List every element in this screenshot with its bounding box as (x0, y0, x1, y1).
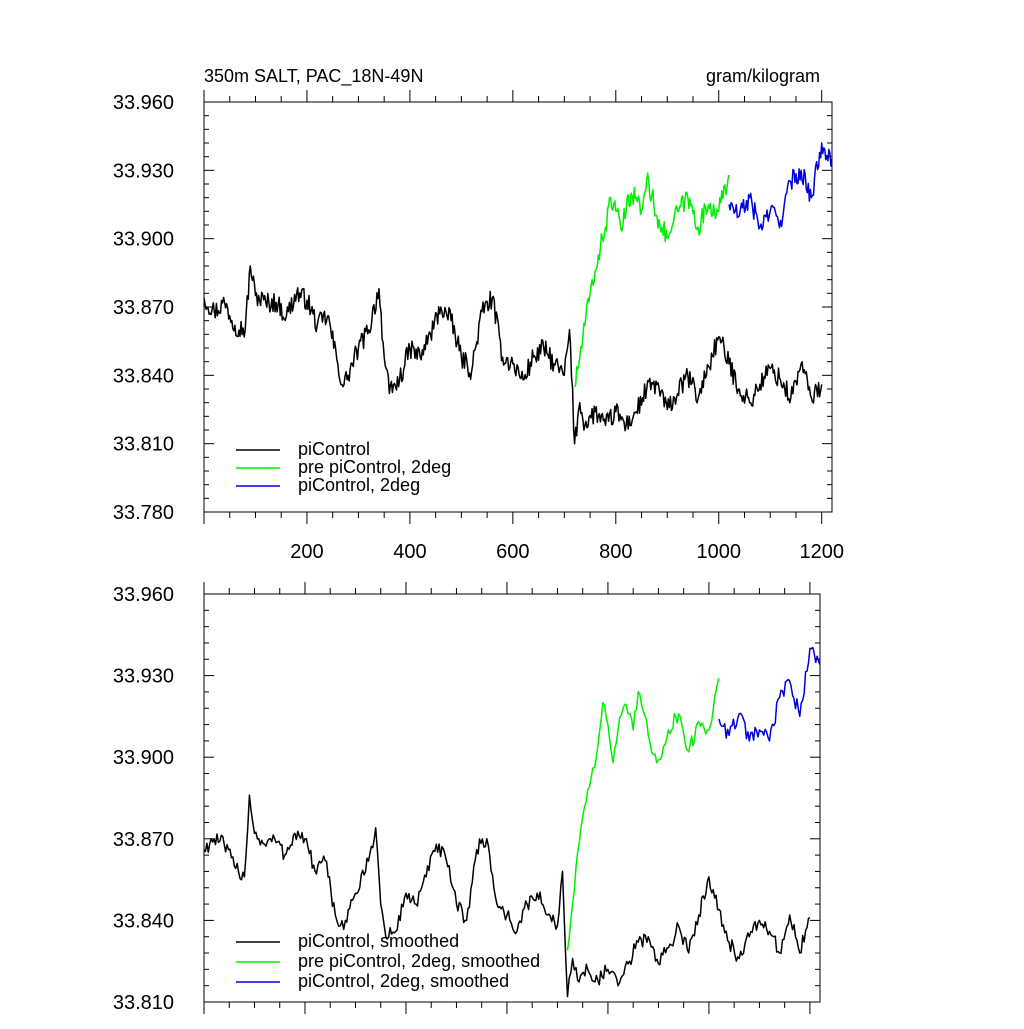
x-tick-label: 1000 (697, 541, 742, 563)
legend-label-0: piControl (298, 439, 370, 459)
y-tick-label: 33.780 (113, 502, 174, 524)
x-tick-label: 600 (496, 541, 529, 563)
y-tick-label: 33.840 (113, 365, 174, 387)
y-tick-label: 33.930 (113, 666, 174, 688)
chart-title: 350m SALT, PAC_18N-49N (204, 66, 423, 87)
legend-label-0: piControl, smoothed (298, 931, 459, 951)
series-line-2 (728, 142, 832, 231)
panel-bottom: 33.810 33.840 33.870 33.900 33.930 33.960 piCo… (113, 582, 821, 1014)
chart-units: gram/kilogram (706, 66, 820, 86)
y-tick-label: 33.840 (113, 910, 174, 932)
x-tick-label: 800 (599, 541, 632, 563)
series-group (204, 142, 832, 445)
y-tick-label: 33.900 (113, 229, 174, 251)
y-tick-label: 33.870 (113, 829, 174, 851)
x-tick-label: 200 (290, 541, 323, 563)
legend-label-1: pre piControl, 2deg (298, 457, 451, 477)
y-tick-label: 33.960 (113, 92, 174, 114)
panel-top: 350m SALT, PAC_18N-49N gram/kilogram 33.78… (113, 66, 844, 563)
series-group (204, 646, 820, 998)
series-line-0 (204, 794, 811, 998)
x-tick-label: 1200 (799, 541, 844, 563)
y-tick-label: 33.900 (113, 747, 174, 769)
x-tick-label: 400 (393, 541, 426, 563)
series-line-0 (204, 265, 823, 445)
legend-label-2: piControl, 2deg, smoothed (298, 971, 509, 991)
y-tick-label: 33.810 (113, 992, 174, 1014)
plot-frame (203, 593, 821, 1003)
y-tick-label: 33.960 (113, 584, 174, 606)
series-line-1 (573, 172, 730, 388)
legend-label-2: piControl, 2deg (298, 475, 420, 495)
y-tick-label: 33.810 (113, 434, 174, 456)
series-line-2 (718, 646, 820, 742)
legend-label-1: pre piControl, 2deg, smoothed (298, 951, 540, 971)
y-tick-label: 33.870 (113, 297, 174, 319)
y-tick-label: 33.930 (113, 160, 174, 182)
series-line-1 (566, 678, 720, 951)
